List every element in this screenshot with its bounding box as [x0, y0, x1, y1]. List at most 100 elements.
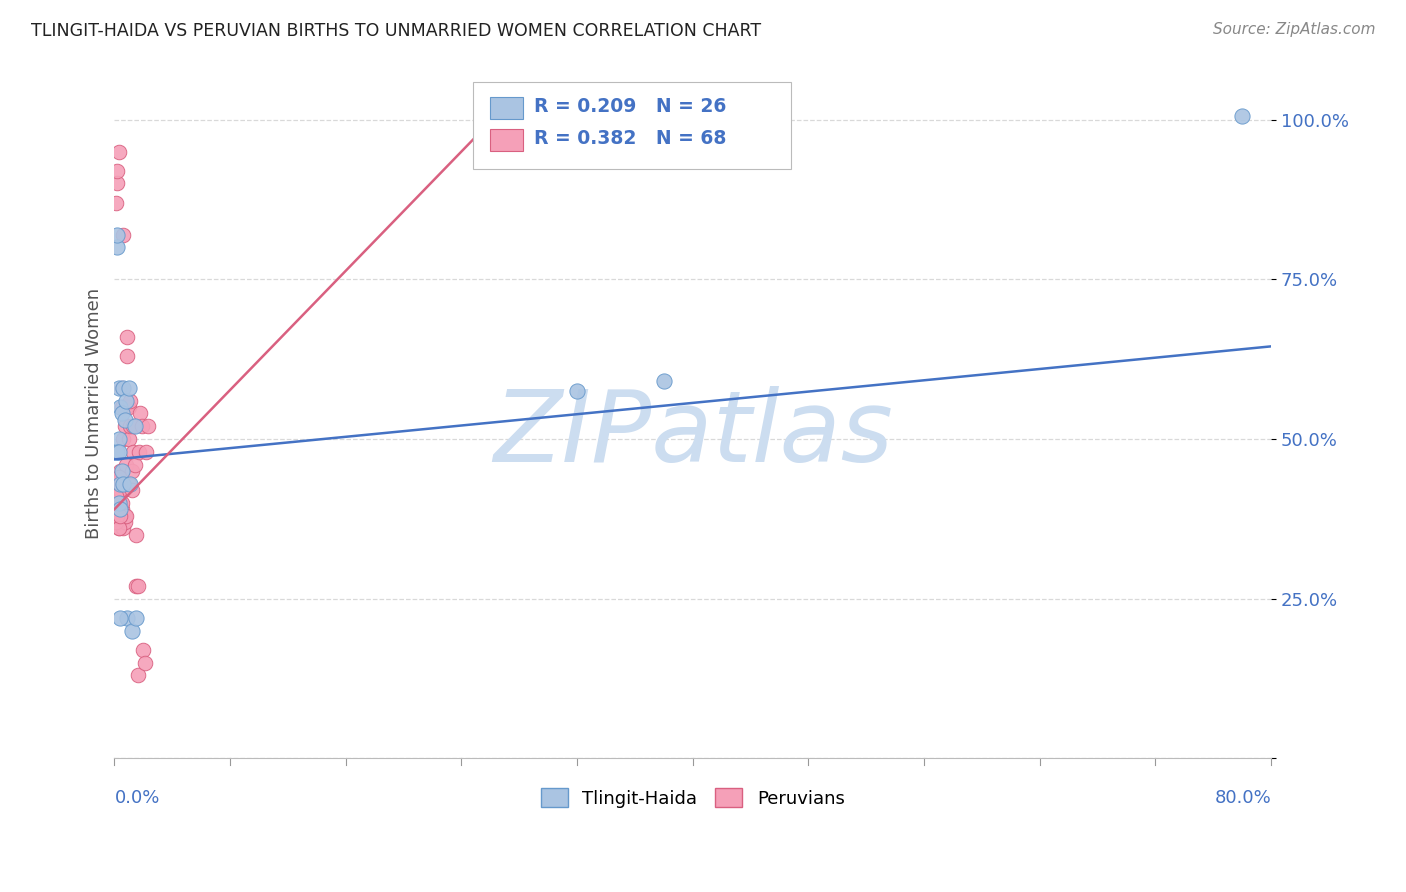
Point — [565, 384, 588, 398]
Point — [107, 444, 129, 458]
Point — [111, 502, 134, 516]
Point — [105, 483, 128, 497]
Point — [105, 163, 128, 178]
Text: TLINGIT-HAIDA VS PERUVIAN BIRTHS TO UNMARRIED WOMEN CORRELATION CHART: TLINGIT-HAIDA VS PERUVIAN BIRTHS TO UNMA… — [31, 22, 761, 40]
Point — [117, 349, 139, 363]
Text: R = 0.382   N = 68: R = 0.382 N = 68 — [534, 129, 727, 148]
Point — [108, 502, 131, 516]
Point — [112, 227, 135, 242]
FancyBboxPatch shape — [491, 129, 523, 152]
Point — [111, 464, 134, 478]
Point — [112, 476, 135, 491]
Point — [118, 432, 141, 446]
Point — [107, 470, 129, 484]
Point — [127, 668, 149, 682]
Point — [104, 508, 127, 523]
Point — [105, 496, 128, 510]
Point — [107, 508, 129, 523]
Point — [115, 508, 138, 523]
Point — [108, 470, 131, 484]
Point — [129, 406, 152, 420]
Point — [124, 419, 146, 434]
Point — [108, 611, 131, 625]
Point — [112, 508, 135, 523]
Point — [105, 490, 128, 504]
Point — [107, 496, 129, 510]
FancyBboxPatch shape — [491, 97, 523, 119]
Point — [104, 195, 127, 210]
Y-axis label: Births to Unmarried Women: Births to Unmarried Women — [86, 288, 103, 539]
Point — [114, 413, 136, 427]
Point — [112, 381, 135, 395]
Point — [125, 579, 148, 593]
Point — [108, 508, 131, 523]
Point — [122, 419, 145, 434]
Point — [107, 432, 129, 446]
Point — [108, 508, 131, 523]
Point — [105, 227, 128, 242]
Point — [104, 490, 127, 504]
Point — [120, 419, 142, 434]
Point — [104, 496, 127, 510]
Point — [108, 496, 131, 510]
Point — [108, 483, 131, 497]
Point — [125, 528, 148, 542]
Point — [115, 458, 138, 472]
Point — [136, 419, 159, 434]
Point — [104, 502, 127, 516]
Text: Source: ZipAtlas.com: Source: ZipAtlas.com — [1212, 22, 1375, 37]
Text: R = 0.209   N = 26: R = 0.209 N = 26 — [534, 97, 727, 116]
Point — [105, 177, 128, 191]
Point — [107, 483, 129, 497]
Point — [115, 400, 138, 414]
Point — [127, 579, 149, 593]
Point — [117, 611, 139, 625]
Point — [112, 432, 135, 446]
Point — [107, 381, 129, 395]
Point — [132, 642, 155, 657]
Point — [124, 458, 146, 472]
Point — [114, 419, 136, 434]
Point — [120, 476, 142, 491]
Point — [1230, 110, 1253, 124]
Point — [107, 515, 129, 529]
Point — [111, 381, 134, 395]
Point — [120, 393, 142, 408]
Point — [121, 464, 143, 478]
Point — [105, 499, 128, 513]
Point — [111, 400, 134, 414]
Text: 80.0%: 80.0% — [1215, 789, 1271, 807]
Point — [125, 611, 148, 625]
Point — [652, 375, 675, 389]
Point — [108, 476, 131, 491]
Point — [112, 521, 135, 535]
Point — [108, 464, 131, 478]
Point — [121, 483, 143, 497]
Point — [104, 499, 127, 513]
Point — [108, 400, 131, 414]
Point — [115, 393, 138, 408]
Point — [118, 400, 141, 414]
Point — [131, 419, 153, 434]
Point — [107, 496, 129, 510]
Point — [121, 624, 143, 638]
Point — [107, 521, 129, 535]
Point — [104, 508, 127, 523]
Point — [114, 508, 136, 523]
Point — [134, 656, 156, 670]
Text: 0.0%: 0.0% — [114, 789, 160, 807]
Point — [117, 330, 139, 344]
Point — [111, 496, 134, 510]
Point — [122, 444, 145, 458]
Point — [105, 508, 128, 523]
Text: ZIPatlas: ZIPatlas — [494, 385, 893, 483]
Point — [105, 240, 128, 254]
Point — [118, 476, 141, 491]
Point — [107, 521, 129, 535]
Point — [114, 515, 136, 529]
Point — [105, 508, 128, 523]
FancyBboxPatch shape — [472, 82, 792, 169]
Point — [105, 502, 128, 516]
Legend: Tlingit-Haida, Peruvians: Tlingit-Haida, Peruvians — [533, 781, 852, 815]
Point — [111, 406, 134, 420]
